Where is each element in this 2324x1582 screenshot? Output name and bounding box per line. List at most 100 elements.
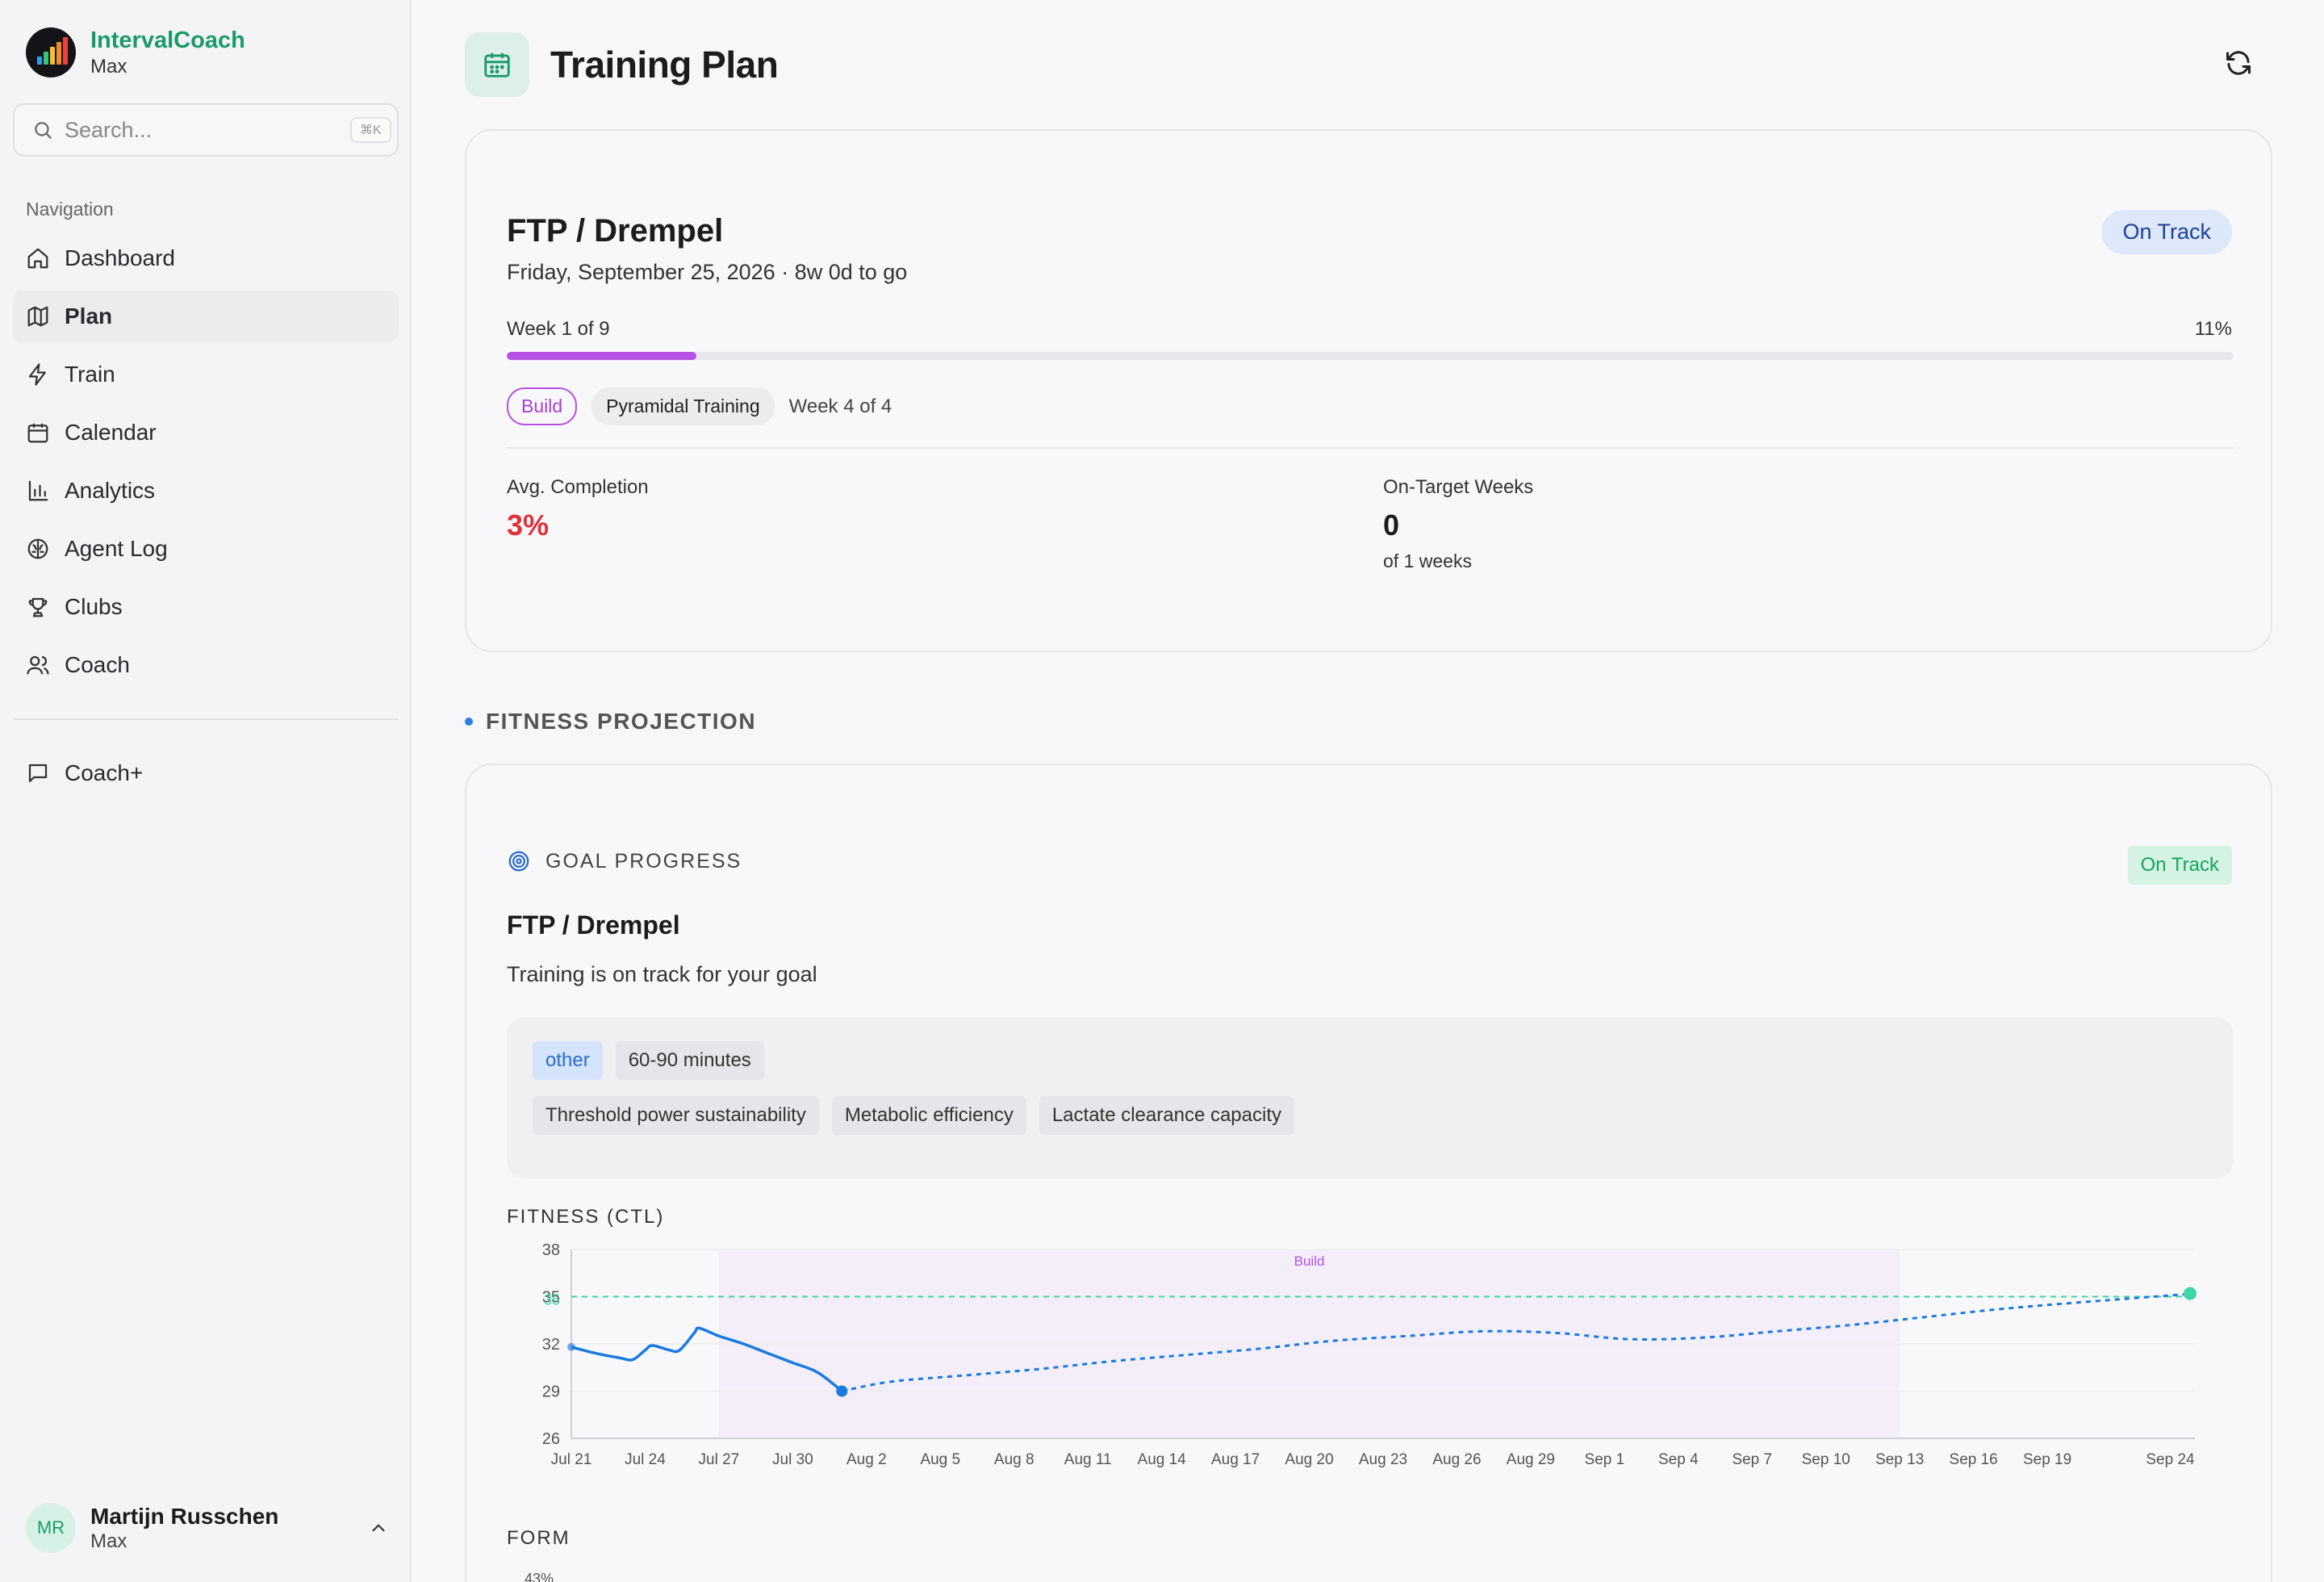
map-icon xyxy=(27,306,48,327)
phase-week: Week 4 of 4 xyxy=(788,395,892,417)
projection-card: GOAL PROGRESS On Track FTP / Drempel Tra… xyxy=(465,764,2272,1582)
tag: Lactate clearance capacity xyxy=(1039,1096,1294,1135)
sidebar-divider xyxy=(13,718,399,720)
tag: 60-90 minutes xyxy=(615,1041,764,1080)
goal-card: FTP / Drempel Friday, September 25, 2026… xyxy=(465,129,2272,652)
refresh-button[interactable] xyxy=(2224,48,2253,82)
user-name: Martijn Russchen xyxy=(90,1504,279,1529)
progress-bar xyxy=(507,352,2234,360)
brain-icon xyxy=(27,538,48,559)
x-tick-label: Sep 24 xyxy=(2146,1451,2195,1468)
user-menu[interactable]: MR Martijn Russchen Max xyxy=(26,1503,389,1553)
sidebar-item-coach[interactable]: Coach xyxy=(13,639,399,691)
search-shortcut: ⌘K xyxy=(350,117,391,143)
x-tick-label: Aug 8 xyxy=(994,1451,1035,1468)
goal-date: Friday, September 25, 2026 · 8w 0d to go xyxy=(507,260,908,284)
x-tick-label: Sep 19 xyxy=(2023,1451,2071,1468)
phase-band-label: Build xyxy=(1294,1253,1325,1269)
phase-tag: Build xyxy=(507,387,578,425)
target-label: 35 xyxy=(544,1292,560,1308)
x-tick-label: Aug 29 xyxy=(1507,1451,1555,1468)
section-title: FITNESS PROJECTION xyxy=(486,709,757,734)
tag: Threshold power sustainability xyxy=(533,1096,819,1135)
x-tick-label: Jul 24 xyxy=(625,1451,666,1468)
sidebar-item-label: Analytics xyxy=(65,478,156,503)
sidebar: IntervalCoach Max ⌘K Navigation Dashboar… xyxy=(0,0,412,1582)
calendar-icon xyxy=(27,423,48,443)
phase-chips: Build Pyramidal Training Week 4 of 4 xyxy=(507,387,892,425)
sidebar-item-label: Plan xyxy=(65,303,113,329)
sidebar-item-plan[interactable]: Plan xyxy=(13,291,399,342)
stat-label: On-Target Weeks xyxy=(1383,476,1534,498)
x-tick-label: Sep 16 xyxy=(1950,1451,1998,1468)
x-tick-label: Aug 23 xyxy=(1359,1451,1407,1468)
tag: Metabolic efficiency xyxy=(831,1096,1026,1135)
stat-label: Avg. Completion xyxy=(507,476,649,498)
x-tick-label: Aug 11 xyxy=(1064,1451,1112,1468)
search-box[interactable]: ⌘K xyxy=(13,103,399,157)
search-icon xyxy=(35,122,52,139)
stat-value: 3% xyxy=(507,508,550,542)
y-tick-label: 35 xyxy=(542,1289,560,1307)
sidebar-item-train[interactable]: Train xyxy=(13,349,399,400)
section-dot xyxy=(465,718,473,726)
x-tick-label: Aug 2 xyxy=(846,1451,887,1468)
stat-sub: of 1 weeks xyxy=(1383,550,1472,571)
app-name: IntervalCoach xyxy=(90,27,245,53)
y-tick-label: 29 xyxy=(542,1383,560,1401)
card-divider xyxy=(507,447,2234,449)
zap-icon xyxy=(28,363,46,386)
sidebar-item-analytics[interactable]: Analytics xyxy=(13,465,399,517)
sidebar-item-label: Calendar xyxy=(65,420,157,445)
chevron-up-icon[interactable] xyxy=(368,1517,389,1538)
x-tick-label: Aug 20 xyxy=(1285,1451,1333,1468)
x-tick-label: Sep 10 xyxy=(1802,1451,1850,1468)
goal-progress-label: GOAL PROGRESS xyxy=(545,849,742,873)
x-tick-label: Aug 5 xyxy=(920,1451,960,1468)
x-tick-label: Sep 7 xyxy=(1732,1451,1772,1468)
avatar: MR xyxy=(26,1503,76,1553)
sidebar-item-label: Agent Log xyxy=(65,536,168,561)
sidebar-item-label: Train xyxy=(65,362,115,387)
y-tick-label: 26 xyxy=(542,1430,560,1448)
x-tick-label: Sep 4 xyxy=(1658,1451,1699,1468)
on-target-weeks-stat: On-Target Weeks 0 of 1 weeks xyxy=(1383,476,1533,572)
x-tick-label: Jul 27 xyxy=(699,1451,740,1468)
brand[interactable]: IntervalCoach Max xyxy=(26,26,245,79)
x-tick-label: Sep 1 xyxy=(1585,1451,1625,1468)
goal-title: FTP / Drempel xyxy=(507,213,724,249)
section-heading: FITNESS PROJECTION xyxy=(465,709,756,734)
x-tick-label: Aug 26 xyxy=(1432,1451,1481,1468)
y-tick-label: 38 xyxy=(542,1241,560,1259)
tag: other xyxy=(533,1041,603,1080)
sidebar-item-calendar[interactable]: Calendar xyxy=(13,407,399,458)
x-tick-label: Jul 30 xyxy=(772,1451,813,1468)
sidebar-nav: Dashboard Plan Train Calendar Analytics … xyxy=(13,232,399,697)
x-tick-label: Aug 14 xyxy=(1138,1451,1187,1468)
projected-end-point xyxy=(2184,1287,2197,1300)
page-title: Training Plan xyxy=(550,44,779,86)
week-progress-label: Week 1 of 9 xyxy=(507,318,610,340)
stat-value: 0 xyxy=(1383,508,1400,542)
home-icon xyxy=(27,248,48,269)
progress-fill xyxy=(507,352,697,360)
start-point xyxy=(567,1342,575,1351)
sidebar-item-clubs[interactable]: Clubs xyxy=(13,581,399,633)
app-profile: Max xyxy=(90,56,127,77)
status-badge: On Track xyxy=(2127,846,2232,885)
sidebar-item-dashboard[interactable]: Dashboard xyxy=(13,232,399,284)
refresh-icon xyxy=(2226,51,2251,75)
target-icon xyxy=(508,851,529,872)
y-tick-label: 32 xyxy=(542,1336,560,1354)
goal-progress-header: GOAL PROGRESS xyxy=(507,849,742,873)
form-tick-label: 43% xyxy=(525,1571,554,1582)
trophy-icon xyxy=(28,597,48,617)
sidebar-item-label: Coach xyxy=(65,652,130,677)
x-tick-label: Jul 21 xyxy=(551,1451,592,1468)
sidebar-item-label: Clubs xyxy=(65,594,123,619)
search-input[interactable] xyxy=(65,117,350,143)
sidebar-item-coach-plus[interactable]: Coach+ xyxy=(13,747,399,799)
sidebar-item-agent-log[interactable]: Agent Log xyxy=(13,523,399,575)
status-badge: On Track xyxy=(2101,210,2232,254)
